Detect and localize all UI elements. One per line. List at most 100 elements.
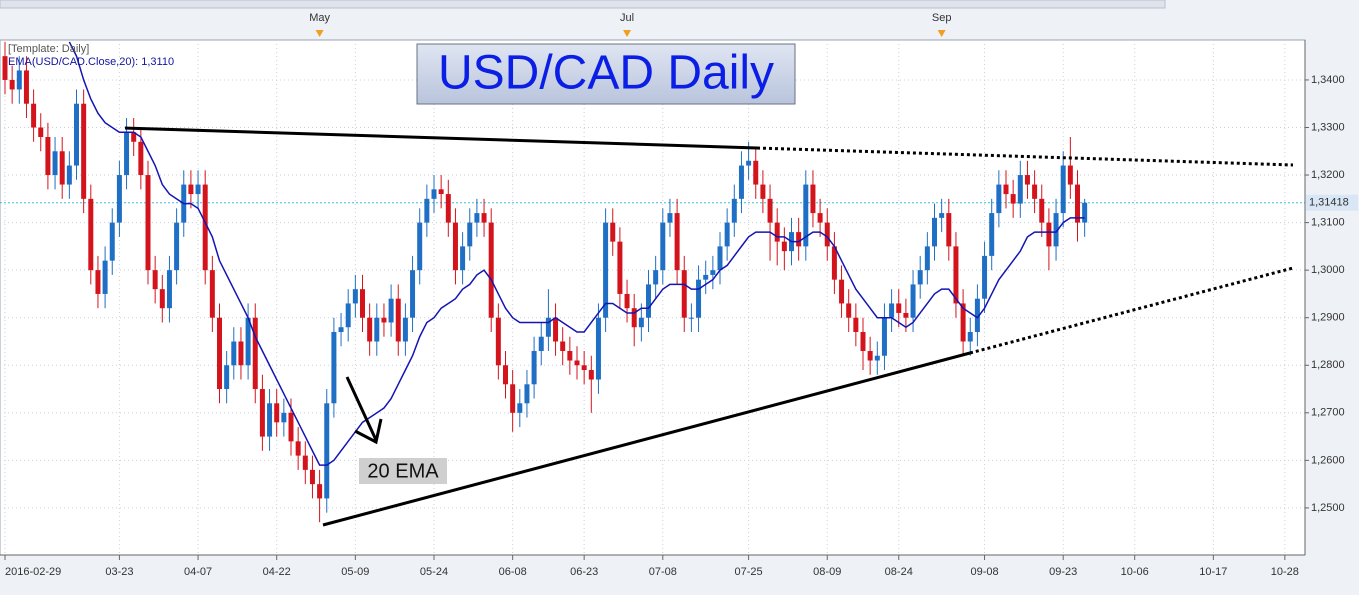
month-label: May (309, 12, 330, 24)
candle-body (388, 298, 394, 323)
candle-body (31, 103, 37, 128)
candle-body (1046, 222, 1052, 247)
template-label: [Template: Daily] (8, 43, 89, 55)
candle-body (617, 241, 623, 294)
candle-body (681, 270, 687, 318)
y-tick-label: 1,3000 (1311, 264, 1345, 276)
candle-body (295, 441, 301, 456)
candle-body (159, 289, 165, 309)
x-tick-label: 07-25 (735, 566, 763, 578)
candle-body (417, 222, 423, 271)
candle-body (45, 137, 51, 176)
candle-body (124, 132, 130, 176)
candle-body (545, 317, 551, 337)
candle-body (88, 198, 94, 271)
candle-body (560, 341, 566, 351)
candle-body (1060, 165, 1066, 214)
candle-body (982, 255, 988, 299)
month-marker (937, 30, 946, 37)
ema-line (68, 41, 1085, 466)
annotation-box (359, 458, 447, 484)
candle-body (166, 270, 172, 309)
support-projection (969, 266, 1294, 355)
candle-body (674, 213, 680, 271)
x-tick-label: 06-08 (499, 566, 527, 578)
y-tick-label: 1,3300 (1311, 121, 1345, 133)
y-tick-label: 1,3200 (1311, 169, 1345, 181)
candle-body (460, 246, 466, 271)
candle-body (510, 384, 516, 413)
candle-body (374, 317, 380, 342)
candle-body (503, 365, 508, 385)
candle-body (102, 260, 108, 294)
candle-body (817, 213, 823, 223)
candle-body (1075, 184, 1080, 223)
candle-body (74, 103, 79, 166)
candle-body (574, 360, 580, 366)
month-label: Jul (620, 12, 634, 24)
candle-body (810, 184, 816, 214)
x-tick-label: 06-23 (570, 566, 598, 578)
title-box (416, 43, 796, 105)
annotation: 20 EMA (367, 460, 439, 482)
x-tick-label: 08-09 (813, 566, 841, 578)
candle-body (202, 184, 208, 271)
candle-body (302, 455, 308, 470)
axes: 1,2500 1,2600 1,2700 1,2800 1,2900 1,3000 1,31… (0, 12, 1358, 578)
candle-body (610, 222, 616, 242)
arrow-head (354, 418, 383, 445)
candle-body (881, 317, 887, 356)
candle-body (224, 365, 230, 390)
x-tick-label: 04-07 (184, 566, 212, 578)
candle-body (853, 317, 859, 332)
candle-body (109, 222, 115, 261)
candle-body (445, 194, 451, 223)
candle-body (646, 284, 651, 318)
candle-body (724, 222, 730, 247)
candle-body (288, 412, 294, 442)
x-tick-label: 09-23 (1049, 566, 1077, 578)
x-tick-label: 08-24 (885, 566, 913, 578)
support-line (322, 351, 971, 527)
candle-body (1024, 175, 1030, 185)
candle-body (402, 317, 408, 342)
x-tick-label: 03-23 (105, 566, 133, 578)
candle-body (488, 222, 494, 318)
candle-body (274, 403, 280, 423)
candle-body (360, 289, 365, 318)
x-tick-label: 10-28 (1271, 566, 1299, 578)
candle-body (917, 270, 923, 285)
x-tick-label: 04-22 (263, 566, 291, 578)
candle-body (352, 289, 358, 304)
month-label: Sep (932, 12, 952, 24)
candle-body (1067, 165, 1073, 185)
candle-body (424, 198, 430, 223)
candle-body (767, 198, 773, 223)
resistance-projection (756, 146, 1294, 167)
candle-body (309, 469, 315, 485)
month-marker (315, 30, 324, 37)
candle-body (974, 298, 980, 332)
candle-body (138, 141, 144, 176)
candle-body (803, 184, 809, 247)
candle-body (188, 184, 194, 195)
candle-body (910, 284, 916, 318)
candle-body (889, 303, 895, 318)
y-tick-label: 1,3100 (1311, 217, 1345, 229)
candle-body (195, 184, 201, 195)
candle-body (746, 160, 752, 166)
candle-body (95, 270, 101, 294)
candle-body (317, 484, 323, 499)
candle-body (474, 213, 480, 223)
resistance-line (124, 126, 758, 150)
candle-body (896, 303, 902, 313)
candle-body (967, 331, 973, 342)
candle-body (66, 165, 72, 185)
candle-body (145, 175, 151, 271)
candle-body (660, 222, 666, 271)
candle-body (946, 213, 952, 247)
candle-body (1032, 184, 1038, 199)
candle-body (431, 189, 437, 199)
candle-body (467, 222, 473, 247)
